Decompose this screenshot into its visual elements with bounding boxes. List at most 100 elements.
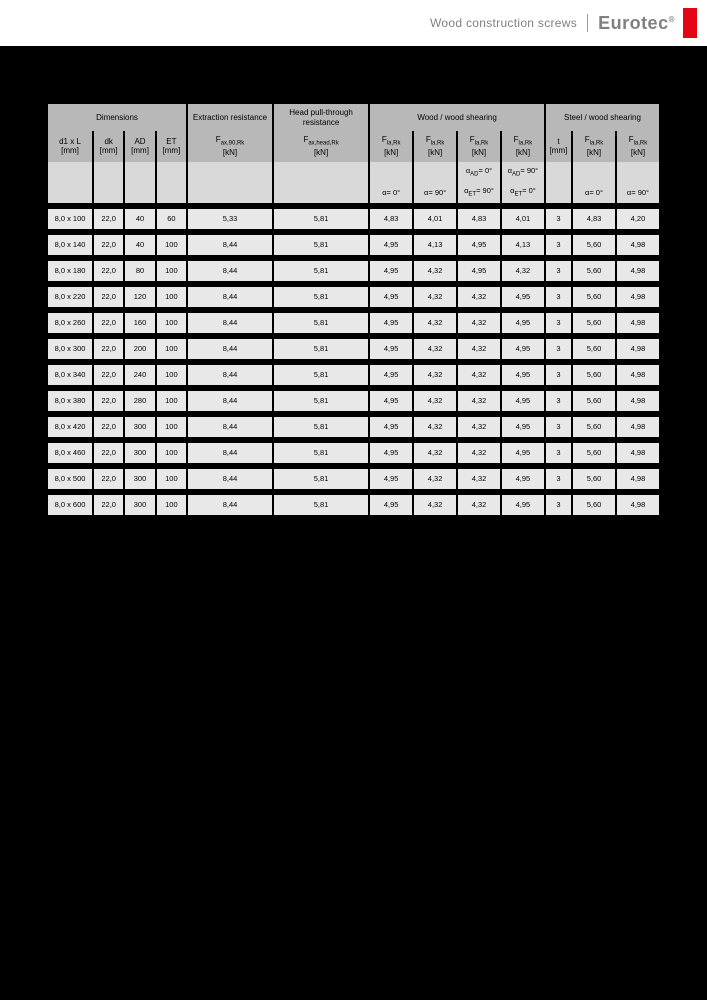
table-cell: 100 (157, 443, 186, 463)
table-group-cell: Dimensions (48, 104, 186, 131)
table-cell: 22,0 (94, 235, 123, 255)
table-row: 8,0 x 22022,01201008,445,814,954,324,324… (48, 287, 659, 307)
table-cell: 22,0 (94, 287, 123, 307)
table-colhead-cell: Fla,Rk[kN] (573, 131, 615, 161)
table-colhead-cell: Fax,90,Rk[kN] (188, 131, 272, 161)
table-row: 8,0 x 50022,03001008,445,814,954,324,324… (48, 469, 659, 489)
table-cell: 4,98 (617, 417, 659, 437)
table-cell: 4,95 (502, 417, 544, 437)
table-subhead-row-2: α= 0°α= 90°αET= 90°αET= 0°α= 0°α= 90° (48, 182, 659, 203)
table-subhead-cell (125, 162, 154, 183)
data-table: DimensionsExtraction resistanceHead pull… (46, 104, 661, 515)
table-cell: 8,44 (188, 443, 272, 463)
table-cell: 4,13 (414, 235, 456, 255)
table-colhead-cell: Fax,head,Rk[kN] (274, 131, 368, 161)
table-cell: 4,13 (502, 235, 544, 255)
table-cell: 4,32 (458, 391, 500, 411)
table-cell: 4,20 (617, 209, 659, 229)
table-cell: 200 (125, 339, 154, 359)
table-cell: 4,98 (617, 391, 659, 411)
table-cell: 4,95 (502, 313, 544, 333)
table-cell: 4,95 (458, 235, 500, 255)
table-subhead-cell: α= 0° (370, 182, 412, 203)
table-cell: 4,01 (502, 209, 544, 229)
table-cell: 8,44 (188, 287, 272, 307)
table-cell: 22,0 (94, 443, 123, 463)
table-colhead-cell: Fla,Rk[kN] (502, 131, 544, 161)
table-row: 8,0 x 26022,01601008,445,814,954,324,324… (48, 313, 659, 333)
table-cell: 4,83 (458, 209, 500, 229)
table-cell: 4,98 (617, 469, 659, 489)
table-cell: 8,44 (188, 261, 272, 281)
table-cell: 4,95 (370, 417, 412, 437)
table-cell: 4,32 (458, 495, 500, 515)
table-cell: 5,81 (274, 313, 368, 333)
table-colhead-cell: ET[mm] (157, 131, 186, 161)
table-cell: 5,81 (274, 495, 368, 515)
page-header: Wood construction screws Eurotec® (0, 0, 707, 46)
table-cell: 4,98 (617, 235, 659, 255)
table-cell: 100 (157, 469, 186, 489)
table-subhead-cell: α= 0° (573, 182, 615, 203)
table-group-cell: Head pull-through resistance (274, 104, 368, 131)
table-cell: 4,32 (414, 417, 456, 437)
table-cell: 100 (157, 495, 186, 515)
table-cell: 8,0 x 460 (48, 443, 92, 463)
table-subhead-cell: αET= 90° (458, 182, 500, 203)
red-tab (683, 8, 697, 38)
table-cell: 4,95 (370, 339, 412, 359)
table-cell: 4,95 (370, 391, 412, 411)
table-subhead-cell: αAD= 0° (458, 162, 500, 183)
table-subhead-cell (157, 182, 186, 203)
table-cell: 4,95 (502, 495, 544, 515)
table-cell: 8,44 (188, 339, 272, 359)
brand-logo: Eurotec® (598, 13, 675, 34)
table-cell: 4,32 (502, 261, 544, 281)
data-table-container: DimensionsExtraction resistanceHead pull… (46, 104, 661, 515)
header-category: Wood construction screws (430, 16, 577, 30)
table-subhead-cell (370, 162, 412, 183)
table-colhead-cell: d1 x L[mm] (48, 131, 92, 161)
table-subhead-cell (546, 182, 571, 203)
table-subhead-cell: α= 90° (414, 182, 456, 203)
table-cell: 80 (125, 261, 154, 281)
table-cell: 8,0 x 100 (48, 209, 92, 229)
table-cell: 22,0 (94, 209, 123, 229)
table-row: 8,0 x 30022,02001008,445,814,954,324,324… (48, 339, 659, 359)
table-subhead-cell (157, 162, 186, 183)
table-cell: 4,32 (458, 287, 500, 307)
table-cell: 22,0 (94, 391, 123, 411)
table-cell: 8,0 x 380 (48, 391, 92, 411)
table-cell: 3 (546, 365, 571, 385)
table-cell: 100 (157, 261, 186, 281)
table-cell: 22,0 (94, 469, 123, 489)
table-cell: 100 (157, 365, 186, 385)
table-cell: 5,60 (573, 313, 615, 333)
table-cell: 100 (157, 313, 186, 333)
table-cell: 5,60 (573, 495, 615, 515)
table-cell: 22,0 (94, 339, 123, 359)
table-body: 8,0 x 10022,040605,335,814,834,014,834,0… (48, 203, 659, 515)
table-cell: 4,95 (370, 365, 412, 385)
table-cell: 280 (125, 391, 154, 411)
table-cell: 4,95 (502, 287, 544, 307)
table-subhead-cell (414, 162, 456, 183)
table-cell: 22,0 (94, 313, 123, 333)
table-colhead-cell: Fla,Rk[kN] (617, 131, 659, 161)
table-cell: 40 (125, 235, 154, 255)
table-cell: 4,98 (617, 365, 659, 385)
table-cell: 4,95 (370, 469, 412, 489)
table-subhead-cell (188, 162, 272, 183)
table-subhead-cell (94, 162, 123, 183)
table-cell: 8,0 x 340 (48, 365, 92, 385)
table-colhead-cell: AD[mm] (125, 131, 154, 161)
table-cell: 4,01 (414, 209, 456, 229)
table-cell: 22,0 (94, 417, 123, 437)
header-divider (587, 14, 588, 32)
table-cell: 4,32 (414, 495, 456, 515)
table-cell: 4,32 (458, 365, 500, 385)
table-cell: 4,32 (458, 469, 500, 489)
table-subhead-cell (94, 182, 123, 203)
table-cell: 8,0 x 420 (48, 417, 92, 437)
table-cell: 4,32 (414, 313, 456, 333)
